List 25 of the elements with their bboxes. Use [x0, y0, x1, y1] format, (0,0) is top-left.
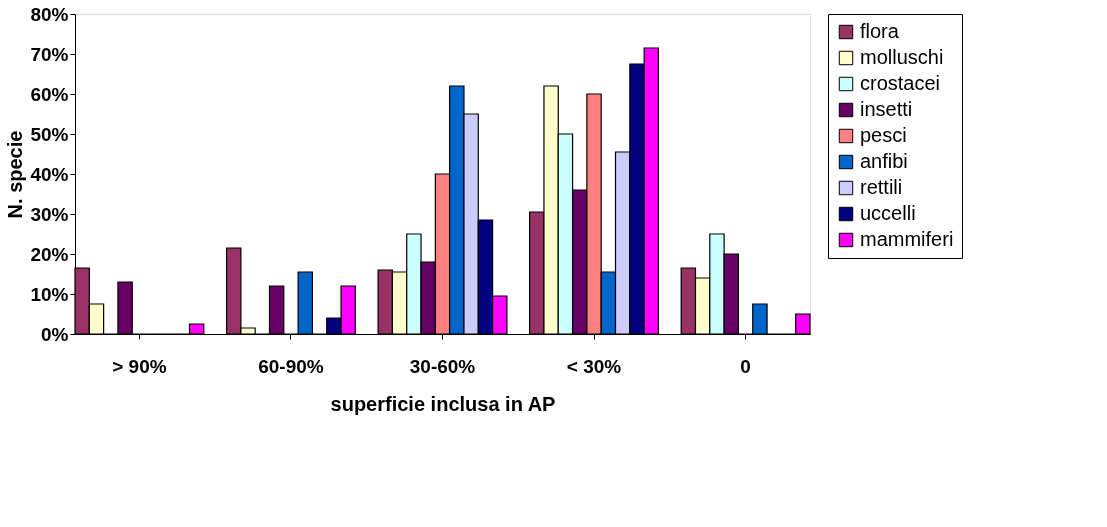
legend-label: rettili	[860, 176, 903, 198]
legend-label: crostacei	[860, 72, 941, 94]
legend-label: molluschi	[860, 46, 944, 68]
y-tick-label: 80%	[30, 3, 69, 25]
y-tick-label: 40%	[30, 163, 69, 185]
x-axis-title: superficie inclusa in AP	[330, 392, 556, 415]
y-axis-title: N. specie	[4, 130, 27, 219]
x-tick-label: > 90%	[112, 355, 167, 377]
y-tick-label: 30%	[30, 203, 69, 225]
y-tick-label: 10%	[30, 283, 69, 305]
legend-label: uccelli	[860, 202, 916, 224]
x-tick-label: 0	[740, 355, 751, 377]
y-tick-label: 50%	[30, 123, 69, 145]
legend-label: anfibi	[860, 150, 908, 172]
legend-label: mammiferi	[860, 228, 954, 250]
y-tick-label: 70%	[30, 43, 69, 65]
y-tick-label: 0%	[41, 323, 69, 345]
legend-label: insetti	[860, 98, 913, 120]
y-tick-label: 60%	[30, 83, 69, 105]
legend-label: pesci	[860, 124, 907, 146]
x-tick-label: < 30%	[566, 355, 622, 377]
x-tick-label: 60-90%	[258, 355, 324, 377]
x-tick-label: 30-60%	[409, 355, 476, 377]
y-tick-label: 20%	[30, 243, 69, 265]
legend-label: flora	[860, 20, 900, 42]
